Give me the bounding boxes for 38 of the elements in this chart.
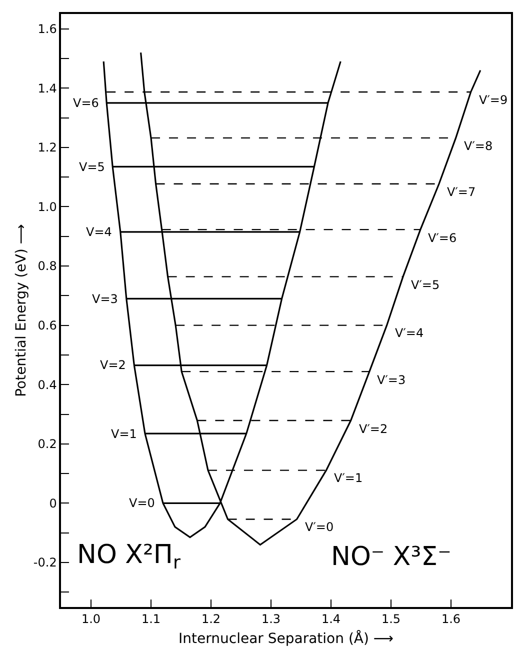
- x-tick-label: 1.2: [201, 612, 221, 626]
- annotation: V′=8: [464, 139, 493, 153]
- y-tick-label: -0.2: [33, 556, 57, 570]
- annotation: NO X²Π$_{r}$: [77, 540, 181, 574]
- annotation: V′=1: [334, 471, 363, 485]
- y-tick-label: 1.2: [38, 140, 57, 155]
- annotation: V′=4: [395, 326, 424, 340]
- y-tick-label: 1.0: [38, 200, 57, 214]
- annotation: V′=5: [411, 278, 440, 292]
- y-tick-label: 1.6: [38, 22, 57, 36]
- y-axis-title: Potential Energy (eV) ⟶: [14, 224, 30, 397]
- annotation: V′=3: [377, 373, 406, 387]
- annotation: V=5: [79, 160, 105, 174]
- y-tick-label: 0: [49, 496, 57, 510]
- x-tick-label: 1.0: [81, 612, 101, 626]
- x-axis-title: Internuclear Separation (Å) ⟶: [178, 630, 394, 647]
- x-tick-label: 1.6: [441, 612, 461, 626]
- y-tick-label: 0.8: [38, 259, 57, 274]
- annotation: NO⁻ X³Σ⁻: [331, 542, 452, 572]
- annotation: V′=7: [447, 185, 476, 199]
- annotation: V′=6: [428, 231, 457, 245]
- annotation: V=4: [86, 225, 112, 239]
- y-tick-label: 0.6: [38, 318, 57, 333]
- annotation: V=3: [92, 292, 118, 306]
- y-tick-label: 0.4: [38, 378, 57, 392]
- annotation: V′=0: [305, 520, 334, 534]
- annotation: V=2: [100, 358, 126, 372]
- annotation: V=1: [111, 427, 137, 441]
- annotation: V′=9: [479, 93, 508, 107]
- x-tick-label: 1.4: [321, 612, 341, 626]
- annotation: V′=2: [359, 422, 388, 436]
- annotation: V=0: [129, 496, 155, 510]
- y-tick-label: 0.2: [38, 437, 57, 452]
- annotation: V=6: [73, 96, 99, 110]
- x-tick-label: 1.5: [381, 612, 401, 626]
- x-tick-label: 1.1: [141, 612, 161, 626]
- x-tick-label: 1.3: [261, 612, 281, 626]
- y-tick-label: 1.4: [38, 81, 57, 96]
